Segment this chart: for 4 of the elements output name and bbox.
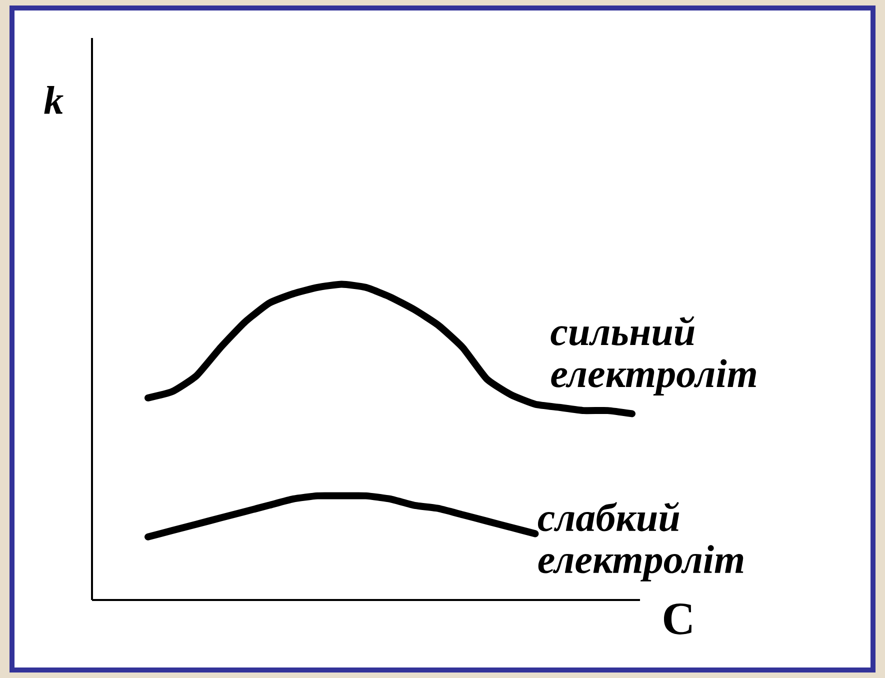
series-label: слабкий електроліт: [538, 502, 744, 582]
y-axis-title: k: [44, 86, 64, 114]
x-axis-title: C: [664, 604, 692, 634]
series-label: сильний електроліт: [550, 316, 756, 396]
